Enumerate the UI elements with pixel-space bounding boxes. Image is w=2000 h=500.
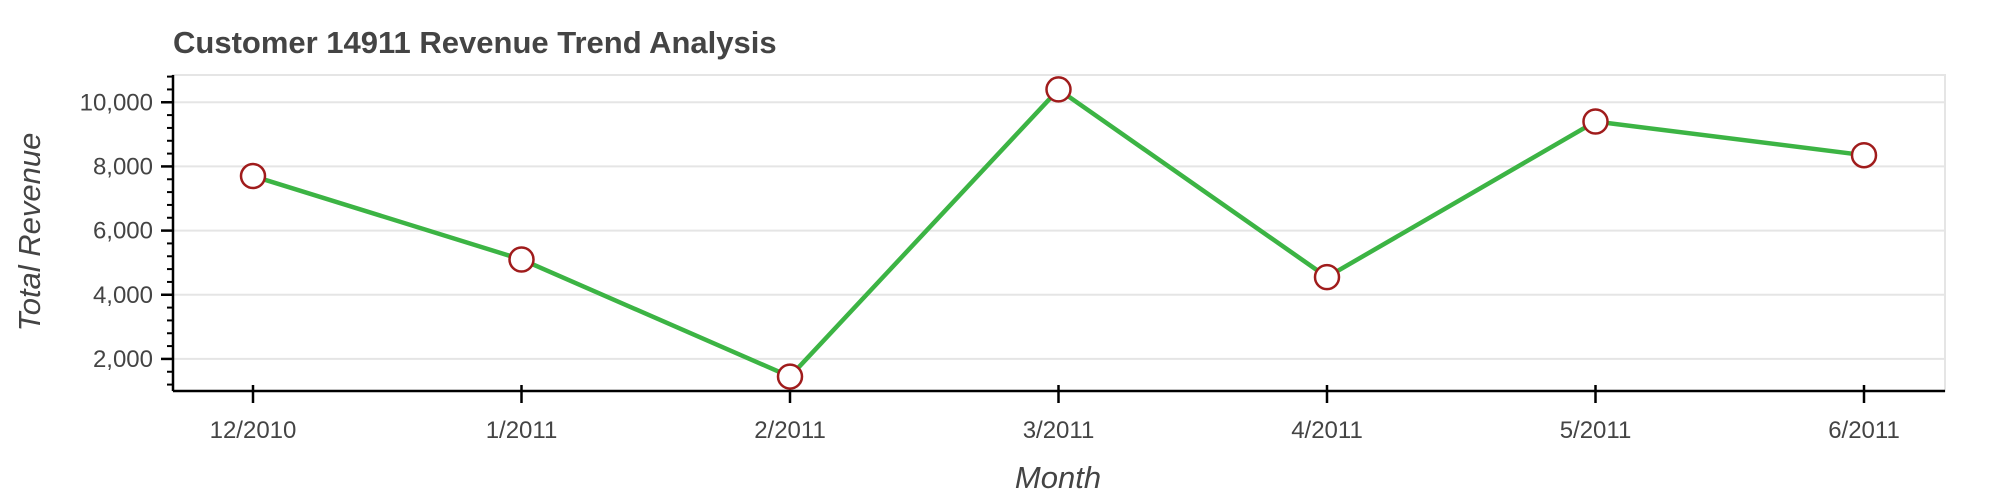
x-tick-label: 2/2011 (754, 417, 826, 444)
data-point-marker[interactable] (1045, 76, 1072, 103)
x-tick-label: 3/2011 (1023, 417, 1095, 444)
x-tick-label: 5/2011 (1560, 417, 1632, 444)
y-tick-label: 8,000 (93, 153, 153, 180)
y-tick-label: 6,000 (93, 218, 153, 245)
x-axis-ticks: 12/2010 1/2011 2/2011 3/2011 4/2011 5/2011 6/2… (210, 385, 1900, 444)
y-axis-ticks: 2,000 4,000 6,000 8,000 10,000 (80, 75, 173, 386)
chart-title: Customer 14911 Revenue Trend Analysis (173, 25, 777, 60)
y-axis-label: Total Revenue (12, 133, 47, 332)
data-point-marker[interactable] (1850, 141, 1878, 169)
y-tick-label: 2,000 (93, 346, 153, 373)
series-layer (239, 76, 1878, 390)
data-point-marker[interactable] (1313, 263, 1341, 291)
data-point-marker[interactable] (1582, 108, 1609, 135)
x-tick-label: 6/2011 (1828, 417, 1900, 444)
x-tick-label: 4/2011 (1291, 417, 1363, 444)
grid-lines (173, 101, 1945, 360)
data-point-marker[interactable] (776, 363, 804, 390)
x-tick-label: 1/2011 (486, 417, 558, 444)
x-tick-label: 12/2010 (210, 417, 297, 444)
y-tick-label: 10,000 (80, 89, 153, 116)
data-point-marker[interactable] (239, 162, 267, 190)
data-point-marker[interactable] (508, 246, 535, 273)
y-tick-label: 4,000 (93, 282, 153, 309)
x-axis-label: Month (1015, 460, 1101, 495)
